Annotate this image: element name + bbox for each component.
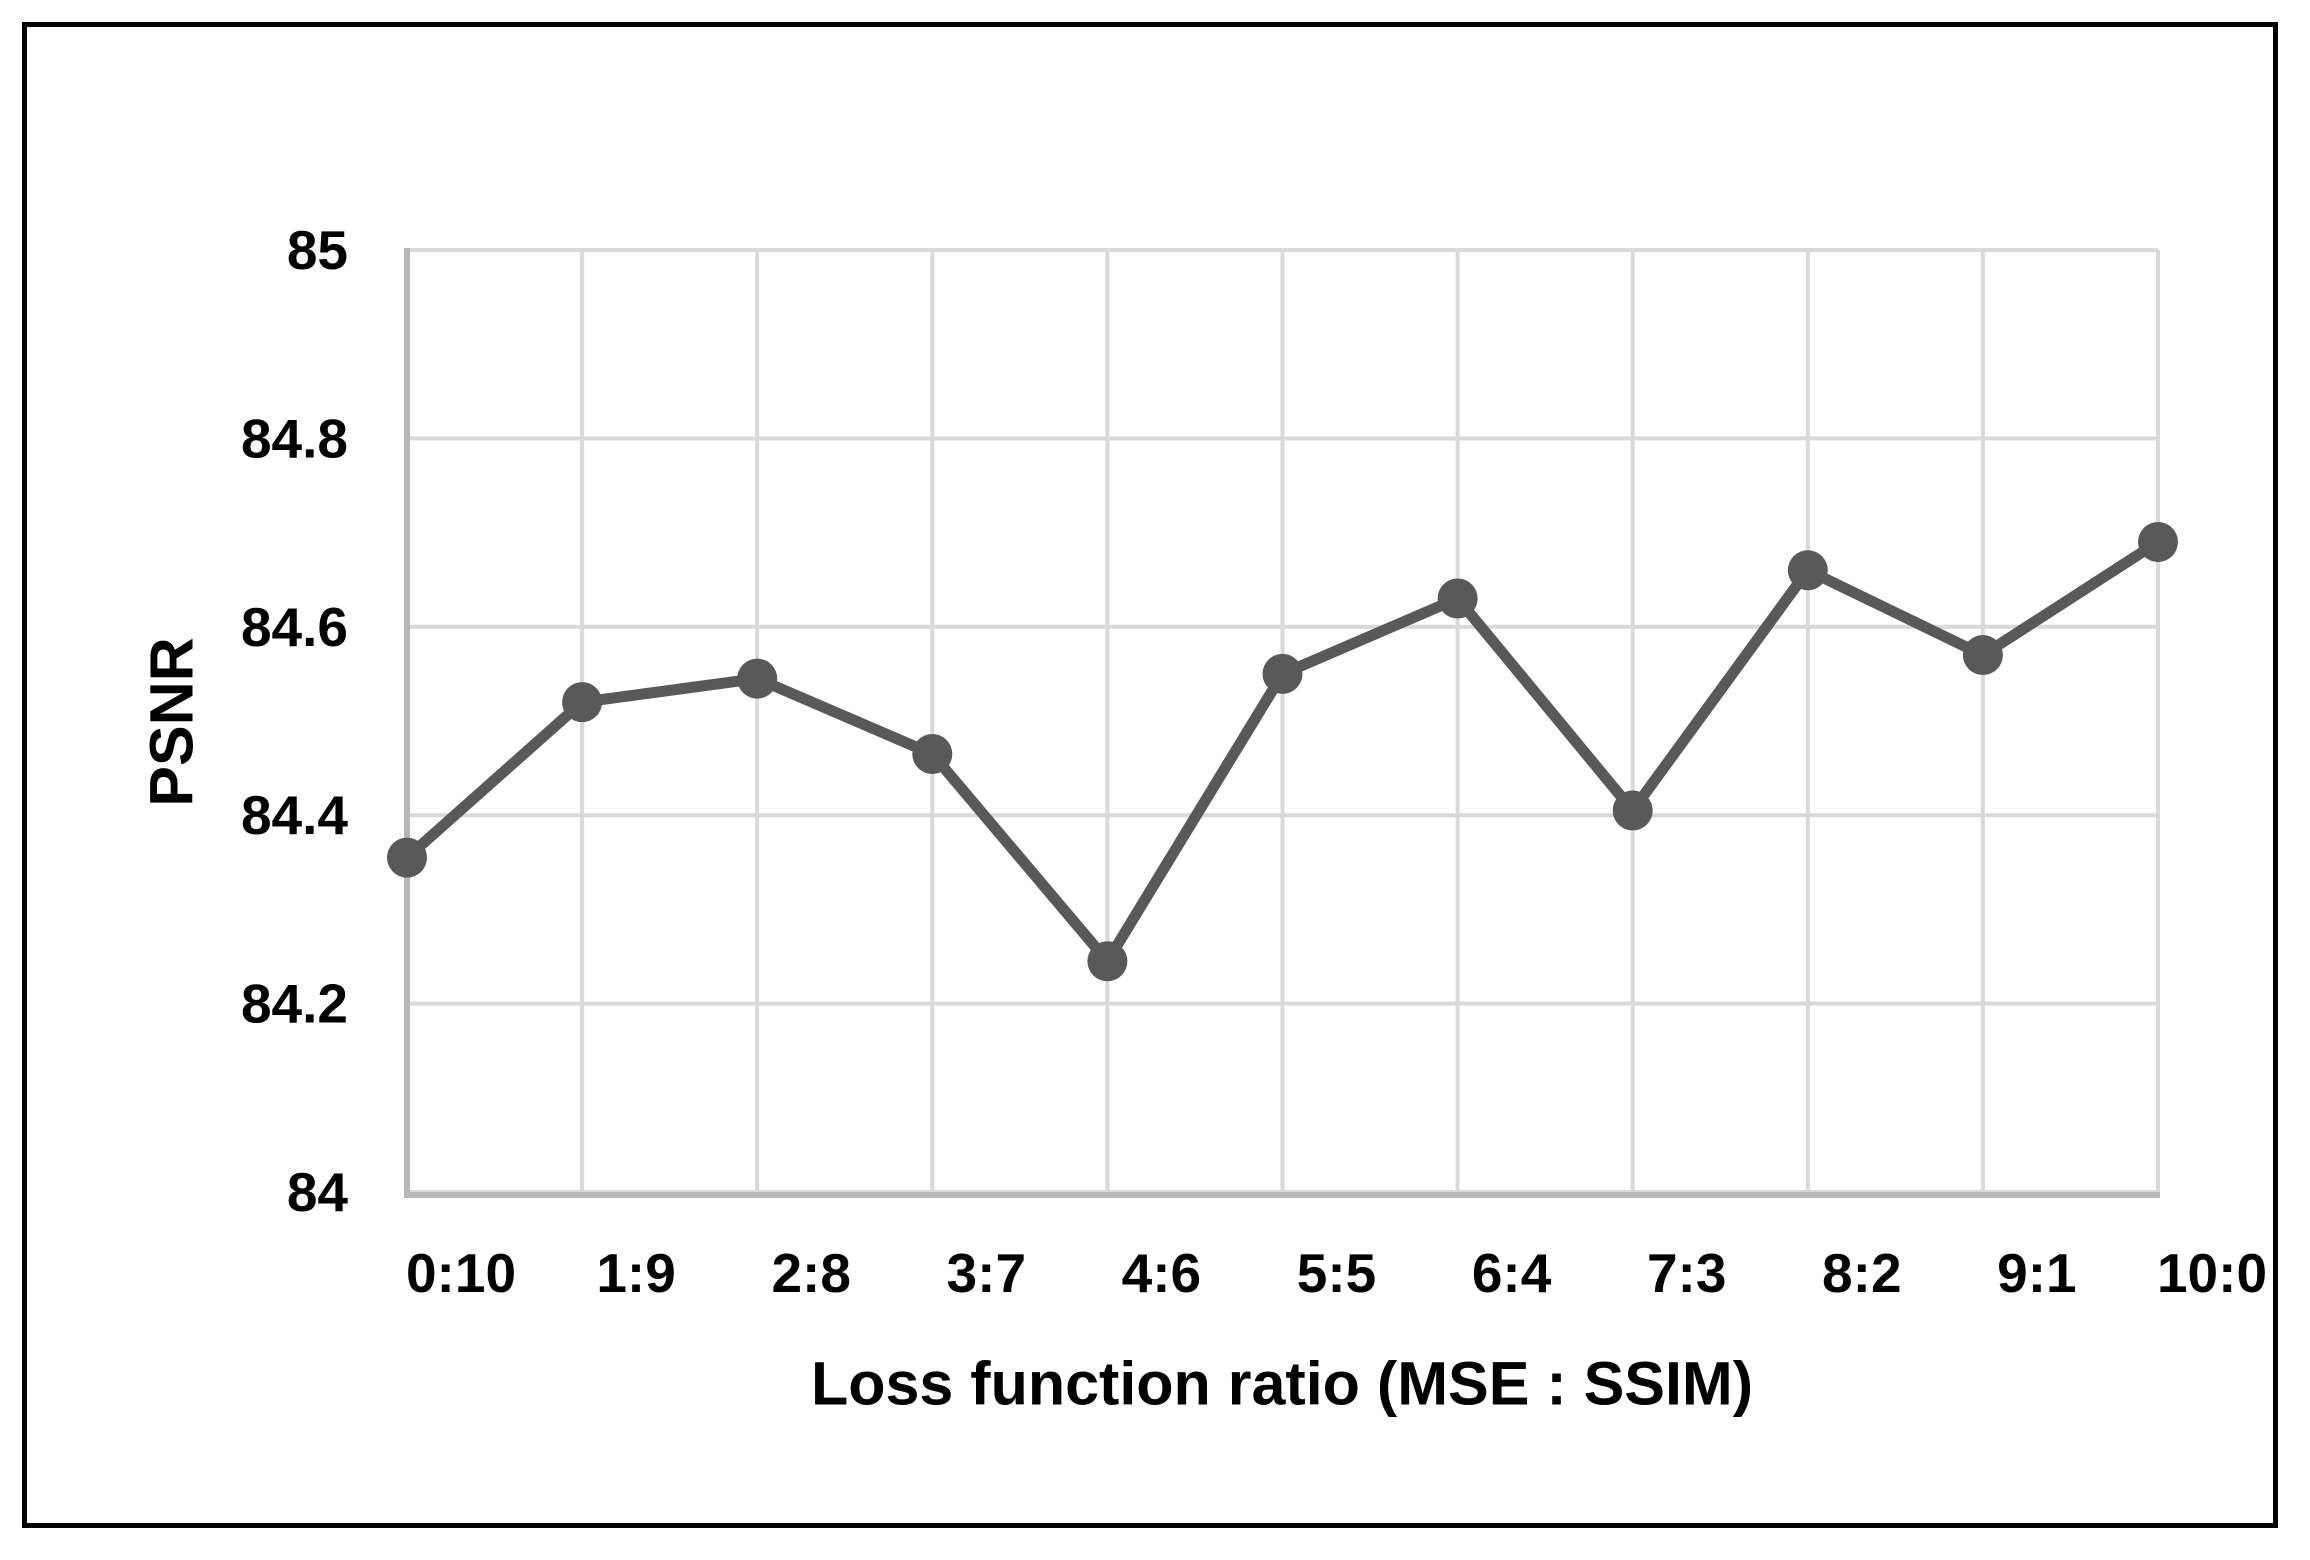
data-point-marker	[1962, 635, 2003, 676]
data-point-marker	[562, 682, 603, 723]
y-tick-label: 84	[287, 1161, 349, 1223]
x-axis-title: Loss function ratio (MSE : SSIM)	[810, 1349, 1754, 1418]
y-tick-label: 84.4	[241, 784, 348, 846]
x-tick-label: 0:10	[406, 1242, 516, 1304]
data-point-marker	[737, 658, 778, 699]
x-tick-label: 7:3	[1647, 1242, 1727, 1304]
x-tick-label: 6:4	[1472, 1242, 1552, 1304]
y-tick-label: 85	[287, 219, 348, 281]
x-tick-label: 4:6	[1122, 1242, 1202, 1304]
y-tick-label: 84.2	[241, 973, 348, 1035]
data-point-marker	[1262, 653, 1303, 694]
x-tick-label: 3:7	[947, 1242, 1027, 1304]
y-tick-label: 84.8	[241, 407, 348, 469]
x-tick-label: 1:9	[596, 1242, 676, 1304]
y-axis-title: PSNR	[137, 637, 206, 807]
data-point-marker	[2138, 522, 2178, 563]
data-point-marker	[1787, 550, 1828, 591]
x-tick-label: 8:2	[1822, 1242, 1902, 1304]
x-tick-label: 2:8	[771, 1242, 851, 1304]
x-tick-label: 10:0	[2157, 1242, 2267, 1304]
data-point-marker	[1612, 790, 1653, 831]
y-tick-label: 84.6	[241, 596, 348, 658]
data-point-marker	[1437, 578, 1478, 619]
x-tick-label: 9:1	[1997, 1242, 2077, 1304]
data-point-marker	[387, 837, 427, 878]
data-point-marker	[1087, 941, 1128, 982]
data-point-marker	[912, 733, 953, 774]
x-tick-label: 5:5	[1297, 1242, 1377, 1304]
